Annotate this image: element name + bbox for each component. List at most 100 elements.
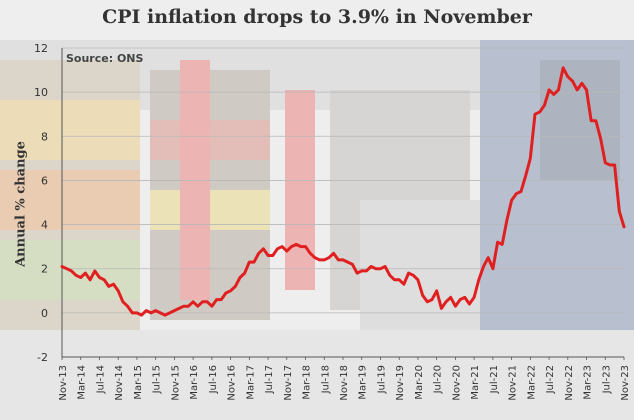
data-point — [112, 283, 115, 286]
data-point — [379, 267, 382, 270]
x-tick-label: Nov-13 — [58, 365, 69, 401]
data-point — [421, 294, 424, 297]
data-point — [145, 309, 148, 312]
x-tick-label: Jul-22 — [545, 365, 556, 394]
data-point — [355, 271, 359, 275]
data-point — [608, 163, 612, 167]
data-point — [60, 265, 64, 268]
data-point — [519, 190, 523, 193]
data-point — [215, 298, 218, 301]
data-point — [168, 311, 171, 315]
x-tick-label: Mar-17 — [245, 365, 256, 400]
x-tick-labels: Nov-13 Mar-14 Jul-14 Nov-14 Mar-15 Jul-15 Nov-… — [58, 365, 631, 401]
data-point — [285, 249, 288, 253]
x-tick-label: Jul-15 — [152, 365, 163, 394]
x-tick-label: Nov-21 — [508, 365, 519, 401]
data-point — [515, 192, 518, 195]
data-point — [337, 258, 340, 262]
data-point — [449, 296, 452, 299]
data-point — [276, 247, 279, 250]
data-point — [571, 79, 574, 83]
data-point — [248, 260, 251, 264]
x-tick-label: Jul-18 — [320, 365, 331, 394]
data-point — [538, 110, 541, 114]
data-point — [121, 300, 125, 303]
data-point — [346, 260, 349, 264]
x-tick-label: Mar-19 — [358, 365, 369, 400]
data-point — [131, 311, 134, 315]
x-tick-label: Jul-19 — [376, 365, 387, 394]
data-point — [304, 245, 307, 248]
x-tick-label: Jul-17 — [264, 365, 275, 394]
data-point — [229, 289, 232, 292]
x-tick-label: Jul-16 — [208, 365, 219, 394]
axes — [61, 48, 625, 360]
data-point — [374, 267, 377, 270]
data-point — [196, 305, 199, 308]
data-point — [482, 265, 485, 268]
data-point — [79, 276, 82, 279]
data-point — [351, 263, 354, 266]
data-point — [252, 260, 256, 264]
data-point — [369, 265, 373, 268]
data-point — [477, 278, 480, 281]
x-tick-label: Nov-16 — [227, 365, 238, 401]
source-note: Source: ONS — [66, 52, 144, 65]
data-point — [309, 252, 312, 255]
data-point — [454, 305, 457, 308]
data-point — [590, 119, 593, 123]
data-point — [580, 82, 584, 85]
data-point — [332, 252, 335, 255]
data-point — [543, 104, 546, 107]
data-point — [426, 300, 429, 303]
data-point — [93, 269, 97, 273]
data-point — [613, 163, 616, 167]
series-layer — [60, 66, 626, 317]
x-tick-label: Mar-23 — [583, 365, 594, 400]
data-point — [594, 119, 598, 123]
data-point — [206, 300, 209, 303]
x-tick-label: Mar-20 — [414, 365, 425, 400]
x-tick-label: Mar-22 — [526, 365, 537, 400]
data-point — [313, 256, 317, 259]
data-point — [234, 285, 237, 288]
x-tick-label: Mar-15 — [133, 365, 144, 400]
chart-title: CPI inflation drops to 3.9% in November — [102, 6, 532, 28]
x-tick-label: Mar-14 — [77, 365, 88, 400]
data-point — [604, 161, 607, 164]
data-point — [524, 174, 527, 178]
data-point — [552, 93, 555, 96]
data-point — [402, 283, 406, 286]
x-tick-label: Nov-15 — [170, 365, 181, 401]
data-point — [266, 254, 270, 257]
data-point — [458, 298, 462, 301]
data-point — [599, 137, 602, 140]
data-point — [154, 309, 157, 312]
data-point — [65, 267, 68, 270]
data-point — [191, 300, 195, 303]
data-point — [187, 305, 190, 308]
x-tick-label: Jul-14 — [95, 365, 106, 394]
data-point — [472, 296, 476, 299]
x-tick-label: Nov-23 — [620, 365, 631, 401]
data-point — [107, 285, 111, 288]
data-point — [163, 313, 167, 317]
x-tick-label: Nov-17 — [283, 365, 294, 401]
x-tick-label: Nov-14 — [114, 365, 125, 401]
data-point — [430, 298, 434, 301]
data-point — [557, 88, 560, 92]
data-point — [398, 278, 401, 281]
data-point — [529, 157, 532, 160]
data-point — [159, 311, 162, 315]
data-point — [299, 245, 303, 248]
data-point — [327, 256, 331, 259]
y-tick-label: 6 — [41, 174, 48, 187]
data-point — [393, 278, 396, 281]
x-tick-label: Jul-23 — [601, 365, 612, 394]
data-point — [84, 271, 87, 275]
data-point — [98, 276, 101, 279]
data-point — [566, 75, 569, 78]
data-point — [444, 300, 448, 303]
